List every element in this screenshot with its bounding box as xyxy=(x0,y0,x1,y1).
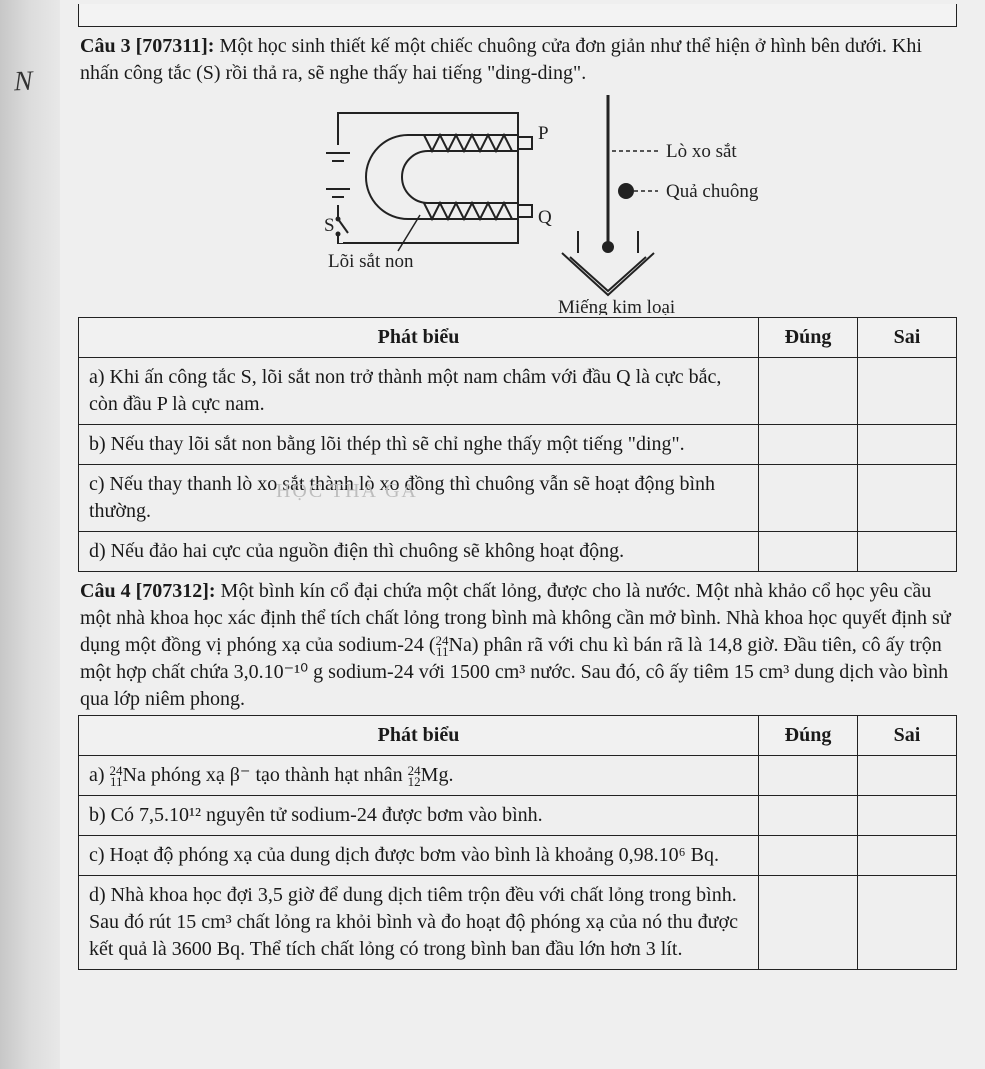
false-cell[interactable] xyxy=(858,836,957,876)
figure-label-Q: Q xyxy=(538,207,552,228)
header-true: Đúng xyxy=(759,716,858,756)
isotope-close: ) xyxy=(472,634,479,656)
figure-label-S: S xyxy=(324,215,335,236)
isotope-symbol: Mg xyxy=(421,764,449,786)
figure-label-bell: Quả chuông xyxy=(666,181,759,202)
question-3-heading: Câu 3 [707311]: xyxy=(80,35,214,57)
question-4-text: Câu 4 [707312]: Một bình kín cổ đại chứa… xyxy=(80,578,955,713)
true-cell[interactable] xyxy=(759,876,858,970)
circuit-figure: S P Q Lõi sắt non Lò xo sắt Quả chuông M… xyxy=(238,95,798,315)
true-cell[interactable] xyxy=(759,796,858,836)
table-row: c) Nếu thay thanh lò xo sắt thành lò xo … xyxy=(79,465,957,532)
figure-label-P: P xyxy=(538,123,549,144)
question-3-text: Câu 3 [707311]: Một học sinh thiết kế mộ… xyxy=(80,33,955,87)
false-cell[interactable] xyxy=(858,425,957,465)
book-spine xyxy=(0,0,60,1069)
watermark-text: HỌC THẢ GA xyxy=(276,480,418,502)
stmt-post: . xyxy=(448,764,453,786)
true-cell[interactable] xyxy=(759,756,858,796)
table-row: c) Hoạt độ phóng xạ của dung dịch được b… xyxy=(79,836,957,876)
true-cell[interactable] xyxy=(759,358,858,425)
false-cell[interactable] xyxy=(858,796,957,836)
header-statement: Phát biểu xyxy=(79,318,759,358)
stmt-mid: phóng xạ β⁻ tạo thành hạt nhân xyxy=(146,764,408,786)
statement-cell: d) Nếu đảo hai cực của nguồn điện thì ch… xyxy=(79,532,759,572)
statement-cell: b) Có 7,5.10¹² nguyên tử sodium-24 được … xyxy=(79,796,759,836)
isotope-indices: 2412 xyxy=(408,765,421,787)
table-row: d) Nếu đảo hai cực của nguồn điện thì ch… xyxy=(79,532,957,572)
isotope-open: ( xyxy=(429,634,436,656)
isotope-symbol: Na xyxy=(449,634,472,656)
figure-label-plate: Miếng kim loại xyxy=(558,297,675,315)
stmt-pre: a) xyxy=(89,764,110,786)
statement-cell: c) Nếu thay thanh lò xo sắt thành lò xo … xyxy=(79,465,759,532)
margin-letter: N xyxy=(13,66,33,99)
question-4-table: Phát biểu Đúng Sai a) 2411Na phóng xạ β⁻… xyxy=(78,715,957,970)
figure-label-core: Lõi sắt non xyxy=(328,251,414,272)
page: N Câu 3 [707311]: Một học sinh thiết kế … xyxy=(60,0,985,1069)
false-cell[interactable] xyxy=(858,876,957,970)
header-true: Đúng xyxy=(759,318,858,358)
false-cell[interactable] xyxy=(858,756,957,796)
true-cell[interactable] xyxy=(759,532,858,572)
table-row: b) Nếu thay lõi sắt non bằng lõi thép th… xyxy=(79,425,957,465)
statement-cell: b) Nếu thay lõi sắt non bằng lõi thép th… xyxy=(79,425,759,465)
isotope-indices: 2411 xyxy=(436,635,449,657)
false-cell[interactable] xyxy=(858,358,957,425)
question-4-heading: Câu 4 [707312]: xyxy=(80,580,216,602)
false-cell[interactable] xyxy=(858,532,957,572)
isotope-symbol: Na xyxy=(123,764,146,786)
question-3-table: Phát biểu Đúng Sai a) Khi ấn công tắc S,… xyxy=(78,317,957,572)
false-cell[interactable] xyxy=(858,465,957,532)
header-false: Sai xyxy=(858,318,957,358)
table-row: a) 2411Na phóng xạ β⁻ tạo thành hạt nhân… xyxy=(79,756,957,796)
statement-cell: d) Nhà khoa học đợi 3,5 giờ để dung dịch… xyxy=(79,876,759,970)
header-statement: Phát biểu xyxy=(79,716,759,756)
true-cell[interactable] xyxy=(759,465,858,532)
statement-cell: a) 2411Na phóng xạ β⁻ tạo thành hạt nhân… xyxy=(79,756,759,796)
isotope-indices: 2411 xyxy=(110,765,123,787)
header-false: Sai xyxy=(858,716,957,756)
table-row: b) Có 7,5.10¹² nguyên tử sodium-24 được … xyxy=(79,796,957,836)
table-row: a) Khi ấn công tắc S, lõi sắt non trở th… xyxy=(79,358,957,425)
cutoff-row xyxy=(78,4,957,27)
true-cell[interactable] xyxy=(759,836,858,876)
table-header-row: Phát biểu Đúng Sai xyxy=(79,716,957,756)
true-cell[interactable] xyxy=(759,425,858,465)
figure-label-spring: Lò xo sắt xyxy=(666,141,737,162)
table-row: d) Nhà khoa học đợi 3,5 giờ để dung dịch… xyxy=(79,876,957,970)
statement-cell: a) Khi ấn công tắc S, lõi sắt non trở th… xyxy=(79,358,759,425)
table-header-row: Phát biểu Đúng Sai xyxy=(79,318,957,358)
statement-cell: c) Hoạt độ phóng xạ của dung dịch được b… xyxy=(79,836,759,876)
